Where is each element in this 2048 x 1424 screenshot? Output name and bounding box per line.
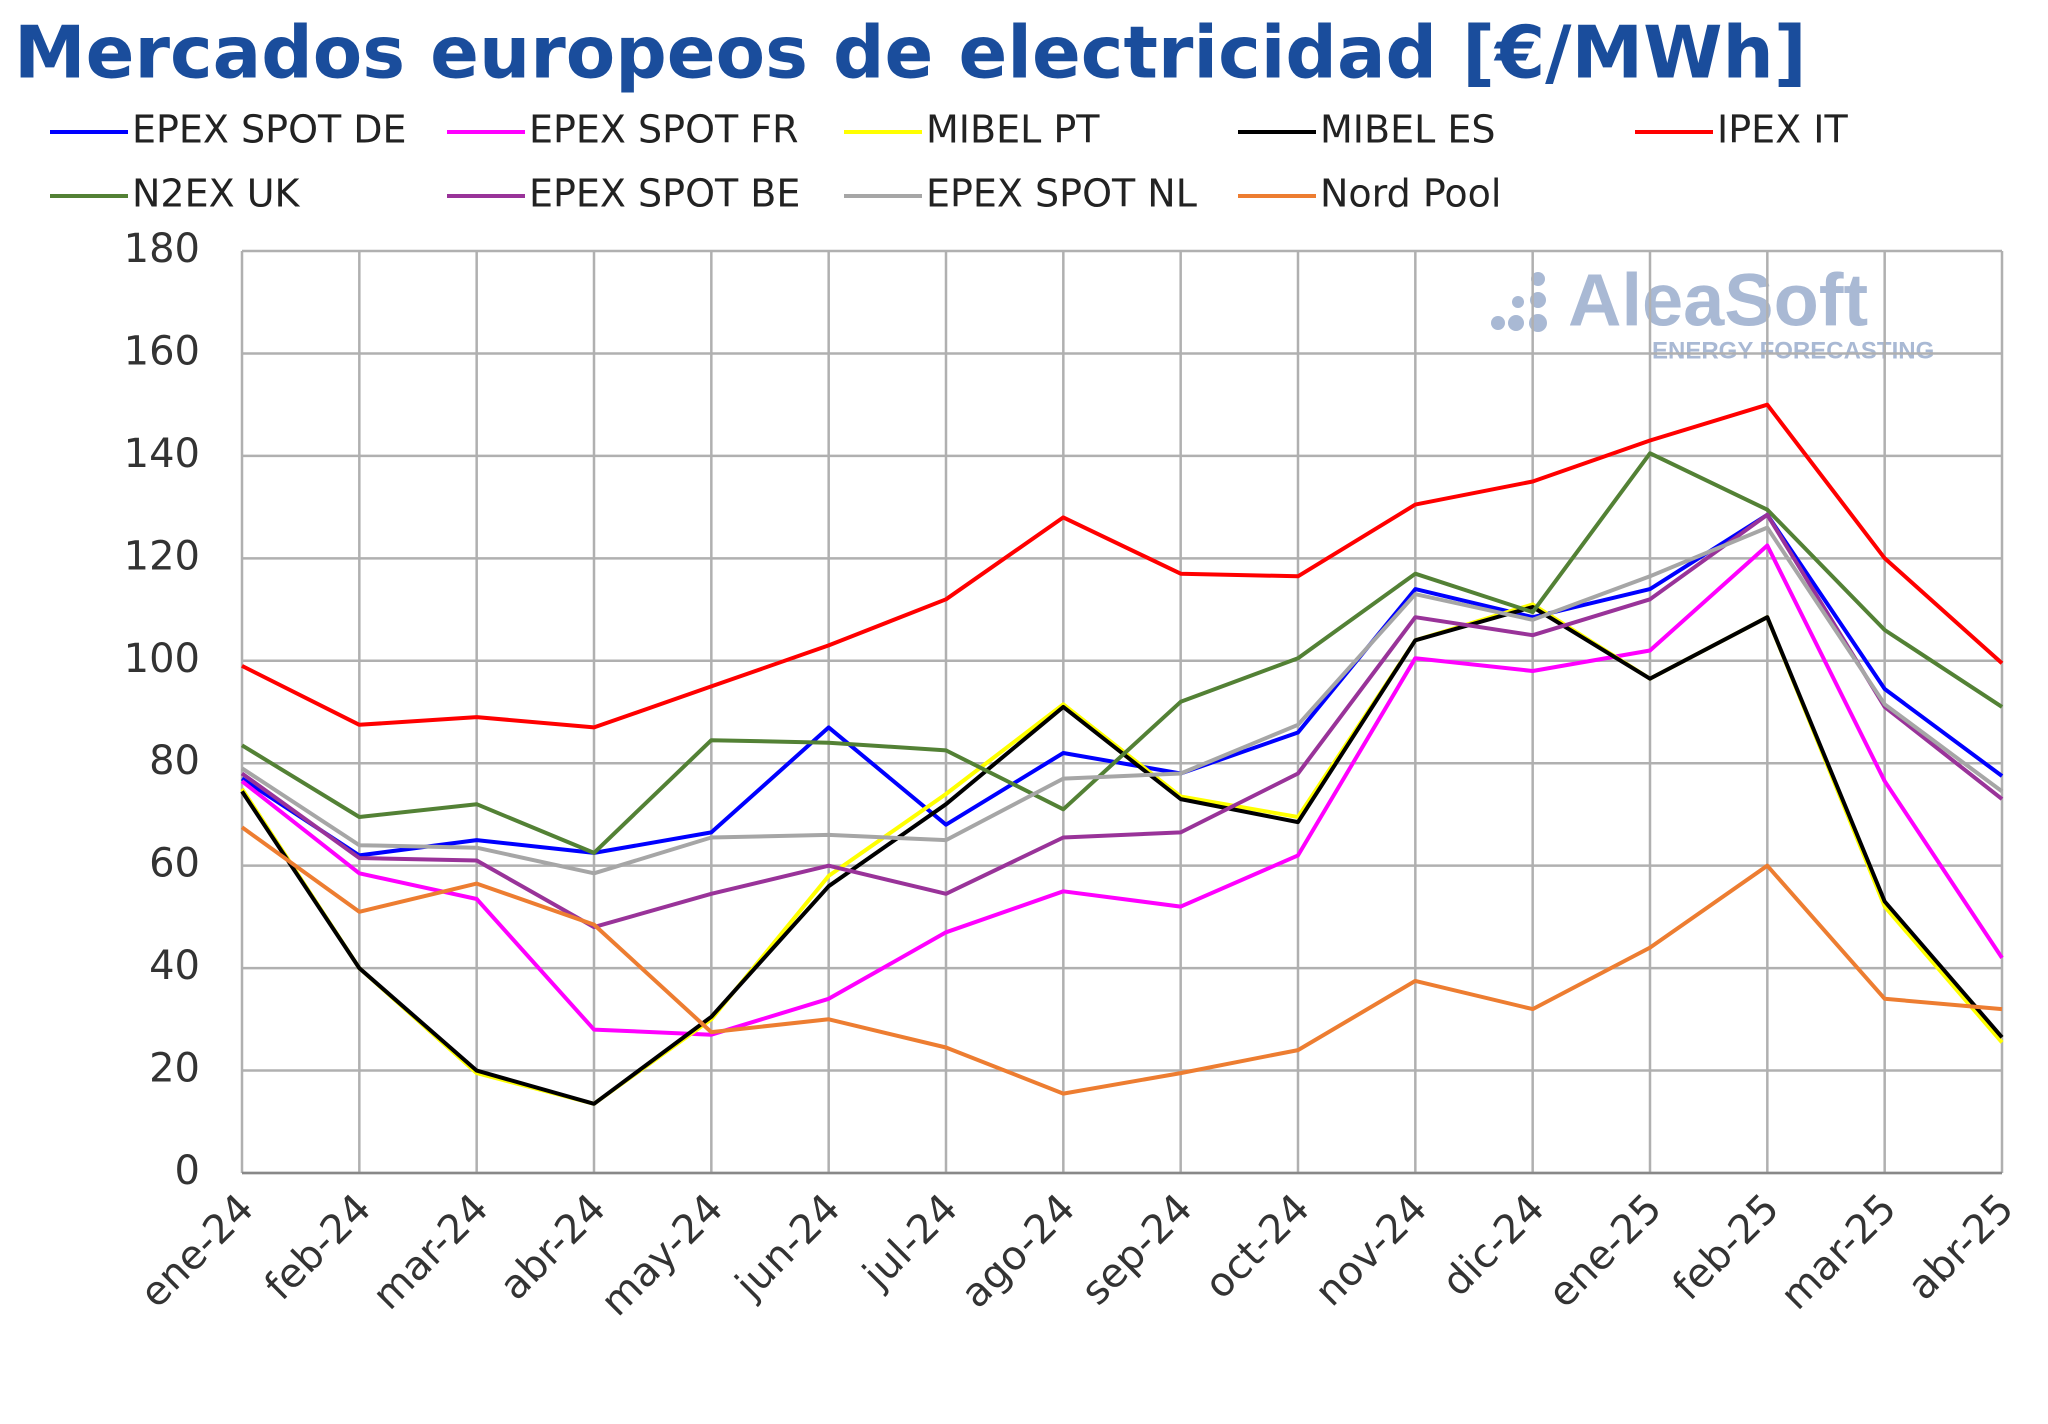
series-line [240, 825, 2003, 1096]
legend-label: MIBEL ES [1320, 108, 1495, 152]
y-tick-label: 20 [149, 1046, 200, 1092]
watermark-dot [1531, 272, 1545, 286]
y-tick-label: 0 [175, 1148, 200, 1194]
watermark: AleaSoft ENERGY FORECASTING [1491, 259, 1934, 364]
watermark-brand: AleaSoft [1568, 259, 1868, 342]
y-tick-label: 180 [124, 226, 200, 272]
watermark-dot [1530, 292, 1546, 308]
watermark-dot [1491, 316, 1505, 330]
y-tick-label: 60 [149, 841, 200, 887]
legend-label: N2EX UK [132, 172, 301, 216]
watermark-dot [1508, 315, 1524, 331]
legend-label: IPEX IT [1717, 108, 1848, 152]
legend-label: MIBEL PT [926, 108, 1100, 152]
watermark-dot [1512, 296, 1524, 308]
legend-label: EPEX SPOT BE [529, 172, 800, 216]
series-line [240, 525, 2004, 876]
chart-title: Mercados europeos de electricidad [€/MWh… [14, 11, 1807, 95]
y-tick-label: 160 [124, 328, 200, 374]
y-tick-label: 80 [149, 738, 200, 784]
series-line [240, 451, 2004, 855]
series-line [240, 512, 2004, 930]
series-line [241, 402, 2004, 730]
y-tick-label: 140 [124, 431, 200, 477]
watermark-tagline: ENERGY FORECASTING [1652, 337, 1934, 364]
legend-label: EPEX SPOT FR [529, 108, 799, 152]
legend-label: Nord Pool [1320, 172, 1501, 216]
y-tick-label: 40 [149, 943, 200, 989]
legend-label: EPEX SPOT NL [926, 172, 1197, 216]
y-tick-label: 120 [124, 533, 200, 579]
y-tick-label: 100 [124, 636, 200, 682]
legend-label: EPEX SPOT DE [132, 108, 407, 152]
series-line [240, 543, 2004, 1037]
